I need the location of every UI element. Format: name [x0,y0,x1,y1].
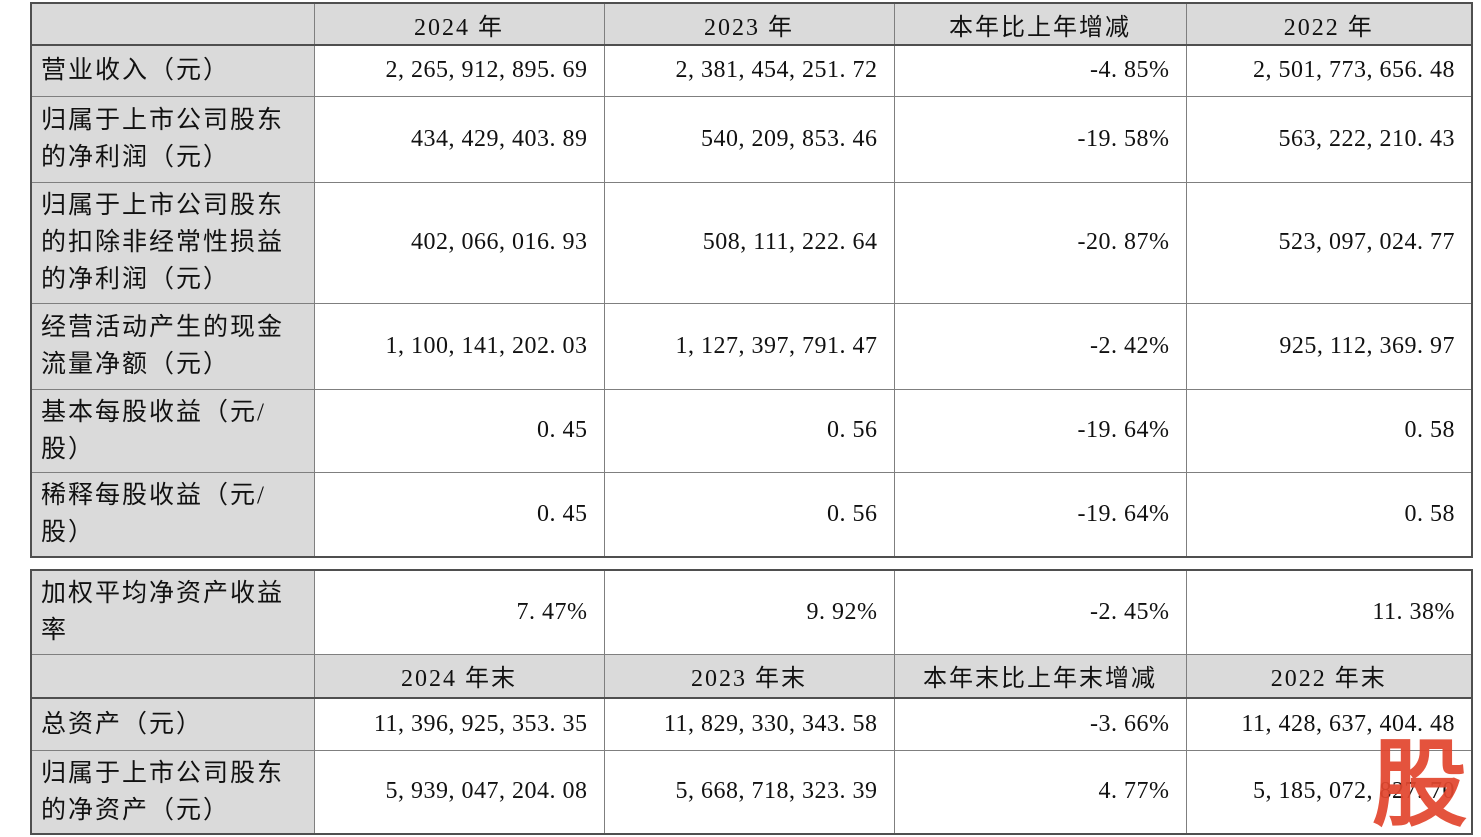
header-yoy-change: 本年比上年增减 [893,2,1187,46]
row-label: 营业收入（元） [30,44,315,97]
value-cell: 11, 428, 637, 404. 48 [1185,697,1473,751]
value-cell: 5, 668, 718, 323. 39 [603,749,895,835]
value-cell: 2, 381, 454, 251. 72 [603,44,895,97]
table-row: 归属于上市公司股东 的扣除非经常性损益 的净利润（元） 402, 066, 016… [30,181,1473,304]
header-empty-cell [30,2,315,46]
header-year-end-2024: 2024 年末 [313,653,605,699]
year-end-header-row: 2024 年末 2023 年末 本年末比上年末增减 2022 年末 [30,653,1473,699]
value-cell: 563, 222, 210. 43 [1185,95,1473,183]
table-row: 稀释每股收益（元/ 股） 0. 45 0. 56 -19. 64% 0. 58 [30,471,1473,558]
row-label: 总资产（元） [30,697,315,751]
value-cell: 7. 47% [313,569,605,655]
header-year-end-2022: 2022 年末 [1185,653,1473,699]
assets-table: 加权平均净资产收益 率 7. 47% 9. 92% -2. 45% 11. 38% 20… [30,569,1473,835]
value-cell: 0. 45 [313,471,605,558]
value-cell: -2. 42% [893,302,1187,390]
value-cell: 1, 100, 141, 202. 03 [313,302,605,390]
annual-header-row: 2024 年 2023 年 本年比上年增减 2022 年 [30,2,1473,46]
table-row: 总资产（元） 11, 396, 925, 353. 35 11, 829, 330,… [30,697,1473,751]
table-row: 基本每股收益（元/ 股） 0. 45 0. 56 -19. 64% 0. 58 [30,388,1473,473]
value-cell: -20. 87% [893,181,1187,304]
header-year-end-2023: 2023 年末 [603,653,895,699]
value-cell: 402, 066, 016. 93 [313,181,605,304]
key-indicators-table: 2024 年 2023 年 本年比上年增减 2022 年 营业收入（元） 2, 2… [30,2,1473,558]
value-cell: -4. 85% [893,44,1187,97]
value-cell: 540, 209, 853. 46 [603,95,895,183]
value-cell: -19. 64% [893,471,1187,558]
value-cell: 0. 58 [1185,388,1473,473]
value-cell: 2, 265, 912, 895. 69 [313,44,605,97]
value-cell: 925, 112, 369. 97 [1185,302,1473,390]
value-cell: 11, 829, 330, 343. 58 [603,697,895,751]
value-cell: 0. 45 [313,388,605,473]
table-row: 经营活动产生的现金 流量净额（元） 1, 100, 141, 202. 03 1, … [30,302,1473,390]
row-label: 归属于上市公司股东 的净利润（元） [30,95,315,183]
value-cell: 0. 58 [1185,471,1473,558]
header-year-2024: 2024 年 [313,2,605,46]
value-cell: 5, 185, 072, 827. 70 [1185,749,1473,835]
header-year-end-change: 本年末比上年末增减 [893,653,1187,699]
financial-summary-tables: 2024 年 2023 年 本年比上年增减 2022 年 营业收入（元） 2, 2… [30,2,1473,835]
value-cell: 2, 501, 773, 656. 48 [1185,44,1473,97]
value-cell: 0. 56 [603,471,895,558]
value-cell: 5, 939, 047, 204. 08 [313,749,605,835]
value-cell: 1, 127, 397, 791. 47 [603,302,895,390]
header-empty-cell [30,653,315,699]
value-cell: 523, 097, 024. 77 [1185,181,1473,304]
value-cell: 0. 56 [603,388,895,473]
table-row: 营业收入（元） 2, 265, 912, 895. 69 2, 381, 454, … [30,44,1473,97]
value-cell: -19. 58% [893,95,1187,183]
table-row: 归属于上市公司股东 的净利润（元） 434, 429, 403. 89 540, 2… [30,95,1473,183]
value-cell: -2. 45% [893,569,1187,655]
value-cell: 4. 77% [893,749,1187,835]
table-row: 加权平均净资产收益 率 7. 47% 9. 92% -2. 45% 11. 38% [30,569,1473,655]
table-section-gap [30,558,1471,569]
row-label: 稀释每股收益（元/ 股） [30,471,315,558]
row-label: 经营活动产生的现金 流量净额（元） [30,302,315,390]
value-cell: -3. 66% [893,697,1187,751]
row-label: 归属于上市公司股东 的扣除非经常性损益 的净利润（元） [30,181,315,304]
table-row: 归属于上市公司股东 的净资产（元） 5, 939, 047, 204. 08 5, … [30,749,1473,835]
value-cell: 11. 38% [1185,569,1473,655]
header-year-2022: 2022 年 [1185,2,1473,46]
row-label: 加权平均净资产收益 率 [30,569,315,655]
value-cell: -19. 64% [893,388,1187,473]
row-label: 基本每股收益（元/ 股） [30,388,315,473]
value-cell: 11, 396, 925, 353. 35 [313,697,605,751]
value-cell: 508, 111, 222. 64 [603,181,895,304]
row-label: 归属于上市公司股东 的净资产（元） [30,749,315,835]
value-cell: 9. 92% [603,569,895,655]
header-year-2023: 2023 年 [603,2,895,46]
value-cell: 434, 429, 403. 89 [313,95,605,183]
